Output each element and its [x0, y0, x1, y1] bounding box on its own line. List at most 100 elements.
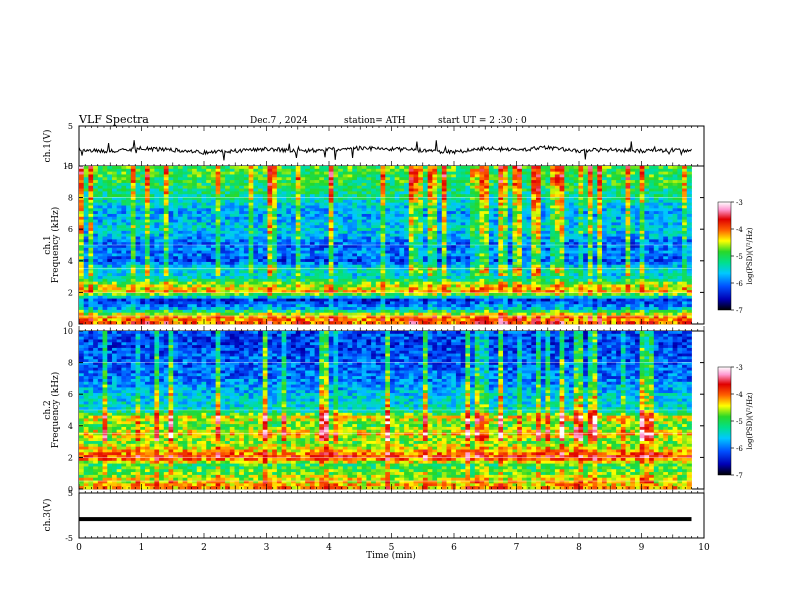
spectrogram-cell — [540, 239, 546, 243]
spectrogram-cell — [333, 185, 339, 189]
spectrogram-cell — [210, 239, 217, 243]
spectrogram-cell — [366, 177, 372, 181]
spectrogram-cell — [111, 264, 118, 268]
spectrogram-cell — [432, 202, 438, 206]
spectrogram-cell — [135, 166, 141, 170]
spectrogram-cell — [644, 228, 650, 232]
spectrogram-cell — [196, 185, 202, 189]
spectrogram-cell — [507, 211, 513, 215]
spectrogram-cell — [630, 199, 636, 204]
spectrogram-cell — [616, 199, 622, 204]
spectrogram-cell — [564, 216, 570, 221]
spectrogram-cell — [79, 213, 85, 218]
spectrogram-cell — [272, 180, 278, 184]
spectrogram-cell — [682, 270, 688, 274]
spectrogram-cell — [446, 256, 452, 260]
spectrogram-cell — [375, 211, 381, 215]
spectrogram-cell — [653, 250, 659, 254]
spectrogram-cell — [460, 194, 466, 198]
spectrogram-cell — [521, 166, 527, 170]
spectrogram-cell — [404, 264, 410, 268]
spectrogram-cell — [93, 242, 99, 246]
spectrogram-cell — [540, 211, 546, 215]
spectrogram-cell — [135, 270, 141, 274]
spectrogram-cell — [328, 253, 334, 257]
spectrogram-cell — [399, 250, 405, 254]
spectrogram-cell — [554, 270, 560, 274]
spectrogram-cell — [460, 180, 466, 184]
spectrogram-cell — [258, 259, 264, 263]
spectrogram-cell — [159, 222, 165, 226]
spectrogram-cell — [347, 247, 353, 252]
spectrogram-cell — [597, 267, 603, 271]
spectrogram-cell — [630, 256, 636, 260]
spectrogram-cell — [658, 166, 664, 170]
spectrogram-cell — [667, 245, 674, 249]
spectrogram-cell — [243, 230, 250, 235]
spectrogram-cell — [394, 259, 400, 263]
spectrogram-cell — [385, 202, 391, 206]
spectrogram-cell — [187, 197, 193, 201]
spectrogram-cell — [206, 168, 212, 173]
spectrogram-cell — [286, 213, 292, 218]
spectrogram-cell — [540, 250, 546, 254]
spectrogram-cell — [620, 261, 626, 266]
spectrogram-cell — [540, 264, 546, 268]
spectrogram-cell — [276, 197, 282, 201]
spectrogram-cell — [177, 230, 184, 235]
spectrogram-cell — [554, 222, 560, 226]
spectrogram-cell — [634, 230, 641, 235]
spectrogram-cell — [672, 259, 678, 263]
spectrogram-cell — [569, 233, 575, 237]
spectrogram-cell — [366, 256, 372, 260]
spectrogram-cell — [474, 216, 480, 221]
spectrogram-cell — [121, 253, 127, 257]
spectrogram-cell — [545, 261, 551, 266]
spectrogram-cell — [413, 270, 419, 274]
spectrogram-cell — [347, 185, 353, 189]
spectrogram-cell — [667, 261, 674, 266]
spectrogram-cell — [380, 259, 386, 263]
spectrogram-cell — [168, 216, 174, 221]
spectrogram-cell — [503, 191, 509, 195]
spectrogram-cell — [262, 197, 268, 201]
spectrogram-cell — [583, 230, 589, 235]
spectrogram-cell — [371, 270, 377, 274]
spectrogram-cell — [187, 177, 193, 181]
spectrogram-cell — [479, 239, 485, 243]
spectrogram-cell — [328, 233, 334, 237]
spectrogram-cell — [422, 171, 429, 175]
spectrogram-cell — [206, 239, 212, 243]
spectrogram-cell — [144, 174, 151, 178]
spectrogram-cell — [550, 256, 556, 260]
spectrogram-cell — [672, 171, 678, 175]
spectrogram-cell — [592, 253, 598, 257]
spectrogram-cell — [592, 174, 598, 178]
spectrogram-cell — [225, 225, 231, 229]
spectrogram-cell — [625, 239, 631, 243]
spectrogram-cell — [361, 188, 367, 192]
spectrogram-cell — [418, 177, 424, 181]
spectrogram-cell — [653, 222, 659, 226]
spectrogram-cell — [432, 256, 438, 260]
spectrogram-cell — [371, 188, 377, 192]
spectrogram-cell — [639, 259, 645, 263]
spectrogram-cell — [371, 171, 377, 175]
spectrogram-cell — [258, 166, 264, 170]
spectrogram-cell — [352, 236, 358, 240]
spectrogram-cell — [587, 199, 593, 204]
spectrogram-cell — [644, 270, 650, 274]
spectrogram-cell — [196, 267, 202, 271]
spectrogram-cell — [569, 259, 575, 263]
spectrogram-cell — [220, 168, 226, 173]
spectrogram-cell — [634, 242, 641, 246]
spectrogram-cell — [253, 213, 259, 218]
spectrogram-cell — [206, 247, 212, 252]
spectrogram-cell — [281, 261, 287, 266]
spectrogram-cell — [324, 180, 330, 184]
spectrogram-cell — [309, 259, 315, 263]
spectrogram-cell — [262, 180, 268, 184]
spectrogram-cell — [83, 216, 89, 221]
spectrogram-cell — [243, 188, 250, 192]
spectrogram-cell — [140, 273, 146, 277]
